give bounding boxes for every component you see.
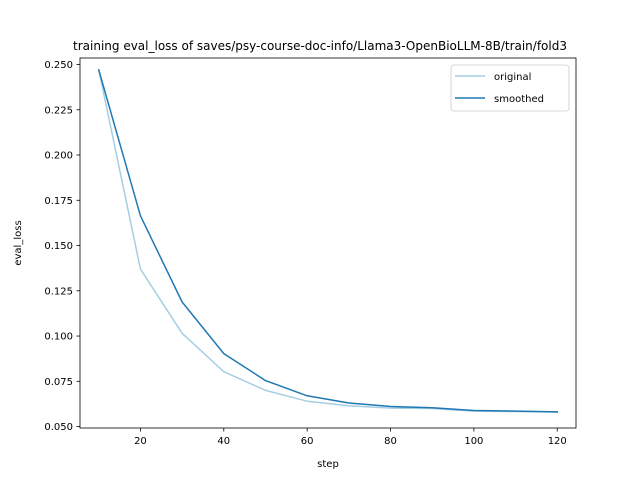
y-axis-ticks: 0.050 0.075 0.100 0.125 0.150 0.175 0.200 0.225…	[44, 60, 80, 433]
x-tick-label: 120	[548, 436, 567, 447]
x-axis-label: step	[317, 459, 339, 470]
x-tick-label: 40	[217, 436, 230, 447]
y-axis-label: eval_loss	[13, 220, 24, 265]
x-tick-label: 60	[301, 436, 314, 447]
y-tick-label: 0.225	[44, 105, 73, 116]
x-tick-label: 20	[134, 436, 147, 447]
plot-frame	[79, 57, 577, 429]
legend: original smoothed	[450, 64, 570, 112]
y-tick-label: 0.100	[44, 332, 73, 343]
x-tick-label: 100	[464, 436, 483, 447]
y-tick-label: 0.175	[44, 196, 73, 207]
y-tick-label: 0.150	[44, 241, 73, 252]
series-smoothed-line	[97, 69, 559, 413]
legend-original-label: original	[494, 72, 531, 83]
x-axis-ticks: 20 40 60 80 100 120	[134, 428, 567, 447]
y-tick-label: 0.075	[44, 377, 73, 388]
y-tick-label: 0.200	[44, 151, 73, 162]
y-tick-label: 0.050	[44, 422, 73, 433]
x-tick-label: 80	[384, 436, 397, 447]
chart-title: training eval_loss of saves/psy-course-d…	[73, 39, 567, 53]
y-tick-label: 0.250	[44, 60, 73, 71]
y-tick-label: 0.125	[44, 286, 73, 297]
legend-smoothed-label: smoothed	[494, 94, 544, 105]
plot-lines	[97, 69, 559, 413]
